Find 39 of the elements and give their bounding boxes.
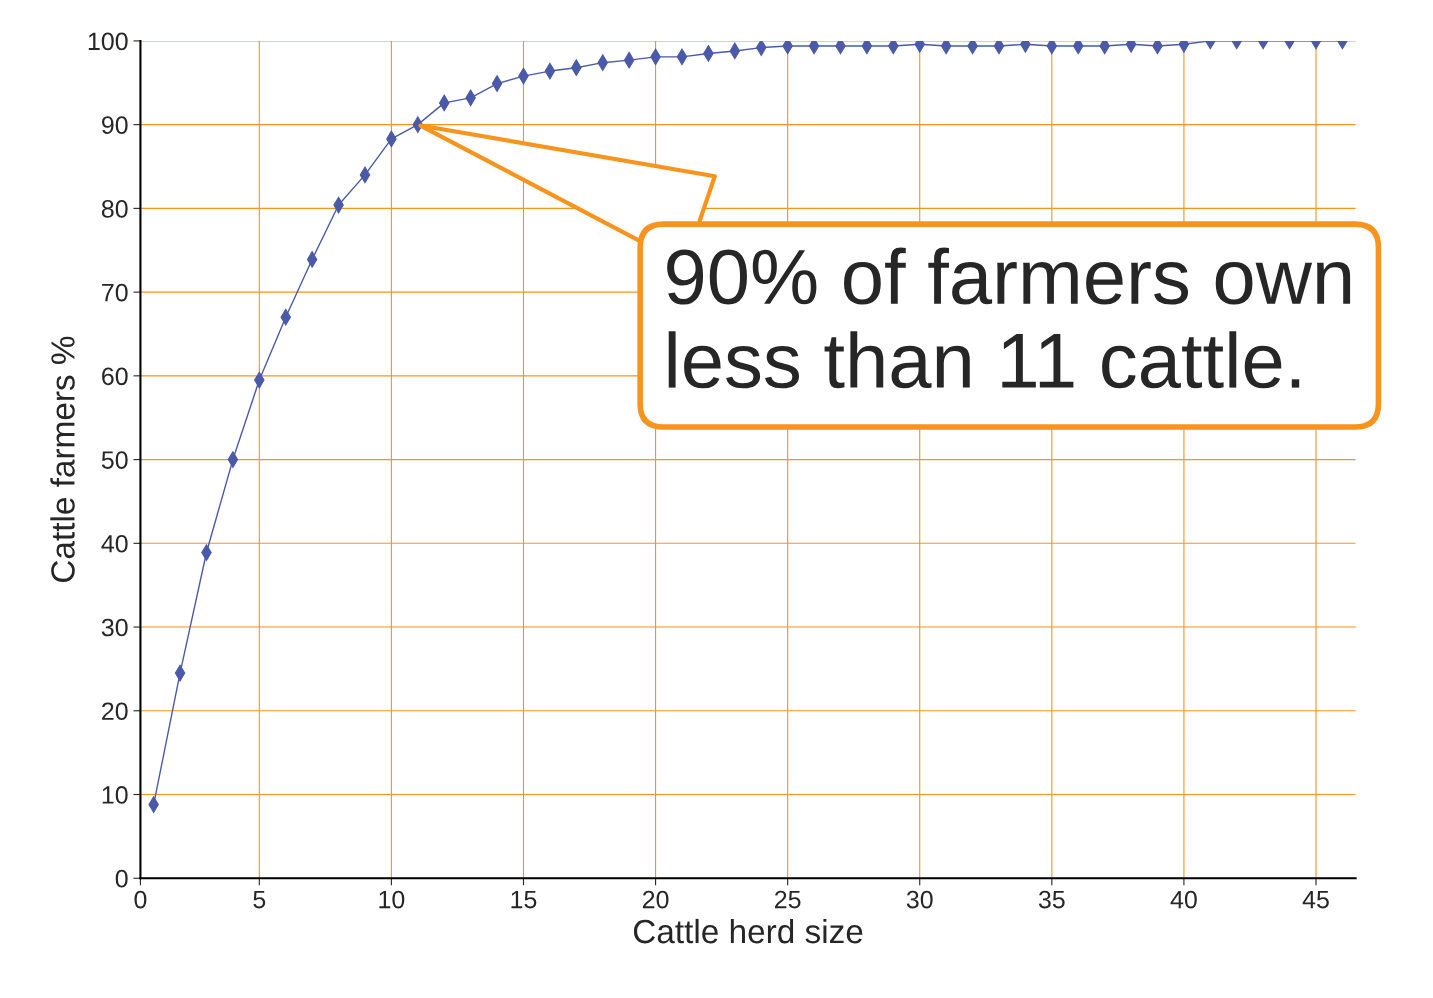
point [861, 40, 873, 55]
x-tick-label: 10 [379, 890, 405, 909]
point [782, 40, 793, 55]
annotation: 90% of farmers own less than 11 cattle. [667, 247, 1351, 389]
x-tick-label: 35 [1038, 890, 1065, 909]
point [835, 40, 846, 55]
y-tick-label: 80 [101, 199, 128, 218]
point [306, 251, 318, 268]
point [1152, 40, 1163, 55]
point [1099, 40, 1110, 55]
x-tick-label: 15 [511, 890, 537, 909]
y-tick-label: 30 [101, 618, 128, 637]
point [967, 40, 978, 55]
y-tick-label: 10 [102, 786, 128, 804]
y-tick-label: 100 [88, 32, 128, 51]
x-tick-label: 0 [134, 890, 147, 909]
y-tick-label: 0 [115, 869, 128, 888]
point [491, 75, 503, 92]
x-tick-label: 20 [642, 890, 669, 909]
y-tick-label: 90 [102, 116, 128, 134]
point [808, 40, 820, 55]
y-tick-label: 70 [102, 283, 128, 302]
point [1046, 40, 1058, 55]
point [993, 40, 1005, 55]
x-tick-label: 30 [906, 890, 933, 909]
x-tick-label: 45 [1302, 890, 1329, 909]
y-tick-label: 20 [102, 702, 128, 721]
point [940, 40, 952, 55]
x-tick-label: 5 [253, 890, 266, 909]
point [1073, 40, 1084, 55]
x-tick-label: 40 [1170, 890, 1197, 909]
point [227, 451, 239, 468]
y-tick-label: 60 [102, 367, 128, 386]
y-axis-title: Cattle farmers % [50, 336, 75, 582]
y-tick-label: 50 [101, 451, 128, 469]
x-tick-label: 25 [775, 890, 801, 909]
point [888, 40, 899, 55]
y-tick-label: 40 [101, 534, 128, 553]
x-axis-title: Cattle herd size [633, 918, 863, 944]
